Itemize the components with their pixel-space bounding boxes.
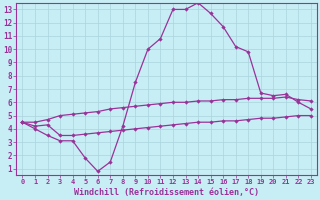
- X-axis label: Windchill (Refroidissement éolien,°C): Windchill (Refroidissement éolien,°C): [74, 188, 259, 197]
